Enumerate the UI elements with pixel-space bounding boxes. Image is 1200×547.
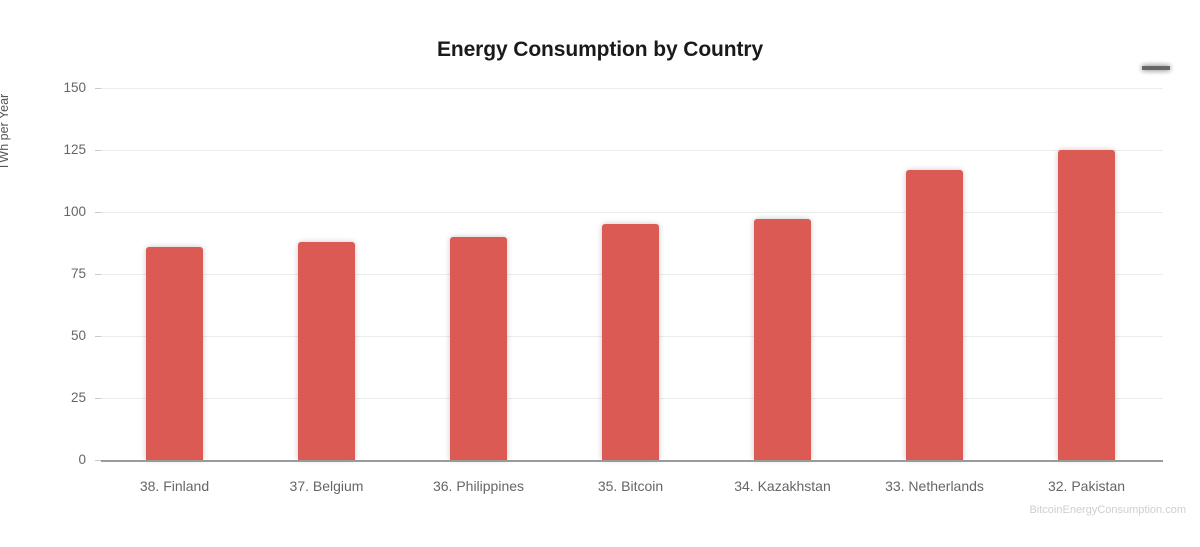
x-tick-label: 38. Finland [139, 478, 210, 494]
bar[interactable] [298, 241, 355, 460]
y-tick-label: 75 [70, 266, 86, 281]
y-tick-mark [95, 212, 101, 213]
bar[interactable] [1058, 150, 1115, 460]
y-tick-mark [95, 88, 101, 89]
x-tick-label: 33. Netherlands [885, 478, 984, 494]
y-tick-mark [95, 150, 101, 151]
x-tick-label: 36. Philippines [432, 478, 525, 494]
y-tick-mark [95, 398, 101, 399]
bar[interactable] [450, 236, 507, 460]
y-tick-label: 0 [78, 452, 86, 467]
x-axis-line [101, 460, 1163, 462]
y-tick-mark [95, 460, 101, 461]
x-tick-label: 37. Belgium [289, 478, 364, 494]
y-tick-mark [95, 274, 101, 275]
menu-bar-3 [1142, 66, 1170, 70]
bar[interactable] [146, 246, 203, 460]
x-tick-label: 34. Kazakhstan [734, 478, 831, 494]
bar[interactable] [602, 224, 659, 460]
chart-title: Energy Consumption by Country [436, 38, 764, 61]
x-tick-label: 32. Pakistan [1047, 478, 1126, 494]
chart-credit: BitcoinEnergyConsumption.com [1029, 504, 1186, 516]
plot-area [101, 88, 1163, 461]
hamburger-menu-icon[interactable] [1142, 40, 1178, 70]
y-axis-title: TWh per Year [0, 93, 11, 171]
y-tick-label: 100 [63, 204, 86, 219]
gridline [101, 212, 1163, 213]
gridline [101, 88, 1163, 89]
y-tick-mark [95, 336, 101, 337]
bar[interactable] [754, 219, 811, 460]
gridline [101, 150, 1163, 151]
x-tick-label: 35. Bitcoin [597, 478, 664, 494]
bar[interactable] [906, 169, 963, 460]
y-tick-label: 125 [63, 142, 86, 157]
y-tick-label: 50 [70, 328, 86, 343]
y-tick-label: 150 [63, 80, 86, 95]
y-tick-label: 25 [70, 390, 86, 405]
